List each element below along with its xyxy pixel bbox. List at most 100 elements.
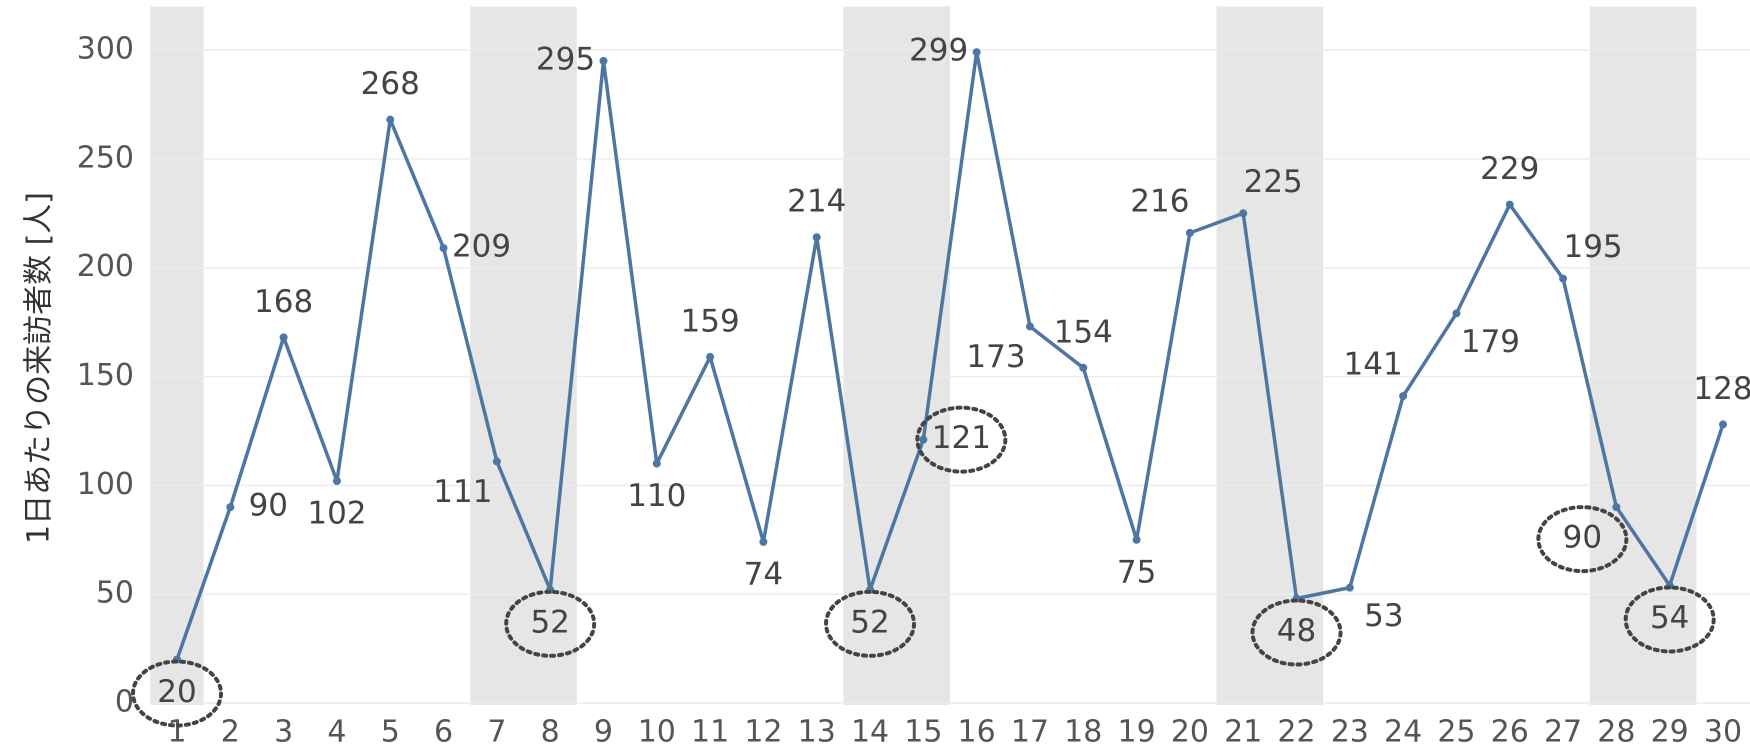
highlight-circle	[915, 405, 1008, 474]
data-point	[759, 537, 768, 546]
x-tick-label: 17	[1011, 715, 1049, 750]
x-tick-label: 26	[1491, 715, 1529, 750]
x-tick-label: 25	[1437, 715, 1475, 750]
data-point	[1719, 420, 1727, 429]
data-point	[1132, 535, 1141, 544]
data-point	[279, 333, 288, 342]
data-label: 54	[1650, 600, 1689, 636]
y-tick-label: 0	[115, 685, 134, 720]
data-point	[1239, 209, 1248, 218]
data-label: 141	[1344, 347, 1403, 383]
x-tick-label: 19	[1117, 715, 1155, 750]
series-line	[175, 50, 1725, 661]
y-tick-label: 300	[77, 32, 134, 67]
data-point	[1345, 583, 1354, 592]
data-label: 74	[744, 556, 783, 592]
data-label: 295	[536, 41, 595, 77]
x-tick-label: 8	[541, 715, 560, 750]
x-tick-label: 3	[274, 715, 293, 750]
y-tick-label: 100	[77, 467, 134, 502]
weekend-band	[1216, 6, 1324, 705]
data-label: 48	[1277, 613, 1316, 649]
data-label: 52	[850, 604, 889, 640]
data-label: 90	[249, 488, 288, 524]
weekend-band	[150, 6, 204, 705]
y-tick-label: 150	[77, 358, 134, 393]
data-label: 154	[1054, 314, 1113, 350]
data-label: 159	[681, 303, 740, 339]
x-tick-label: 30	[1704, 715, 1742, 750]
data-point	[1079, 363, 1088, 372]
data-label: 299	[909, 33, 968, 69]
y-tick-label: 250	[77, 140, 134, 175]
x-tick-label: 15	[904, 715, 942, 750]
x-tick-label: 22	[1277, 715, 1315, 750]
data-point	[1025, 322, 1034, 331]
data-label: 102	[307, 495, 366, 531]
data-label: 195	[1563, 229, 1622, 265]
data-label: 110	[627, 478, 686, 514]
data-label: 214	[787, 184, 846, 220]
data-point	[972, 48, 981, 57]
x-tick-label: 7	[487, 715, 506, 750]
y-tick-label: 200	[77, 249, 134, 284]
weekend-band	[843, 6, 950, 705]
y-tick-label: 50	[96, 576, 134, 611]
x-tick-label: 9	[594, 715, 613, 750]
data-label: 268	[361, 66, 420, 102]
data-point	[1559, 274, 1568, 283]
data-label: 168	[254, 284, 313, 320]
highlight-circle	[824, 589, 917, 658]
x-tick-label: 11	[691, 715, 729, 750]
highlight-circle	[1623, 585, 1716, 654]
x-tick-label: 2	[221, 715, 240, 750]
data-label: 53	[1364, 598, 1403, 634]
data-point	[1612, 503, 1621, 512]
data-label: 173	[966, 339, 1025, 375]
y-axis-title: 1日あたりの来訪者数 [人]	[22, 192, 57, 544]
data-point	[652, 459, 661, 468]
data-label: 90	[1563, 520, 1602, 556]
x-tick-label: 18	[1064, 715, 1102, 750]
x-tick-label: 13	[798, 715, 836, 750]
data-point	[492, 457, 501, 466]
data-point	[1505, 200, 1514, 209]
data-point	[599, 56, 608, 65]
data-label: 75	[1117, 554, 1156, 590]
x-tick-label: 5	[381, 715, 400, 750]
data-point	[1452, 309, 1461, 318]
x-tick-label: 23	[1331, 715, 1369, 750]
x-tick-label: 24	[1384, 715, 1422, 750]
data-label: 121	[932, 420, 991, 456]
data-point	[706, 352, 715, 361]
background-layer	[150, 6, 1750, 705]
data-label: 128	[1693, 371, 1750, 407]
data-label: 179	[1461, 324, 1520, 360]
highlight-circle	[504, 589, 597, 658]
x-tick-label: 14	[851, 715, 889, 750]
x-tick-label: 10	[638, 715, 676, 750]
data-point	[332, 476, 341, 485]
x-tick-label: 1	[167, 715, 186, 750]
x-tick-label: 16	[958, 715, 996, 750]
highlight-circle	[1536, 505, 1629, 574]
data-label: 111	[433, 474, 492, 510]
data-label: 225	[1244, 164, 1303, 200]
data-label: 229	[1480, 151, 1539, 187]
x-tick-label: 12	[744, 715, 782, 750]
x-tick-label: 20	[1171, 715, 1209, 750]
x-tick-label: 6	[434, 715, 453, 750]
data-label: 209	[452, 229, 511, 265]
data-point	[1399, 392, 1408, 401]
x-tick-label: 4	[327, 715, 346, 750]
data-label: 20	[157, 674, 196, 710]
data-point	[439, 244, 448, 253]
data-point	[812, 233, 821, 242]
data-point	[919, 435, 928, 444]
data-point	[1185, 228, 1194, 237]
weekend-band	[470, 6, 577, 705]
x-tick-label: 27	[1544, 715, 1582, 750]
highlight-circle	[1250, 598, 1343, 667]
